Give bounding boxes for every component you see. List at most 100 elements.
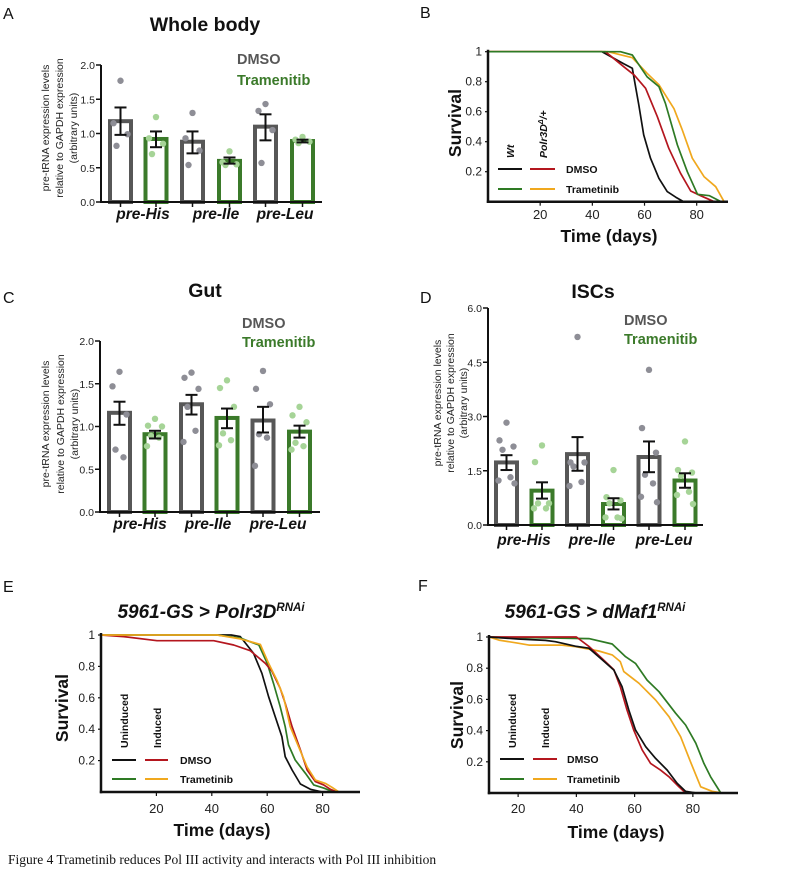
data-point-dmso-pre-his	[510, 443, 517, 450]
data-point-tramenitib-pre-ile	[602, 514, 609, 521]
data-point-dmso-pre-his	[511, 480, 518, 487]
y-tick-label: 0.0	[79, 507, 94, 519]
x-tick-label: 40	[205, 801, 219, 816]
y-axis-title-line: (arbitrary units)	[458, 368, 470, 439]
panel-letter: D	[420, 290, 432, 307]
panel-c: C Gut pre-tRNA expression levels relative t…	[3, 280, 320, 533]
data-point-dmso-pre-ile	[192, 427, 199, 434]
data-point-tramenitib-pre-leu	[289, 412, 296, 419]
chart-title-main: 5961-GS > dMaf1	[505, 602, 658, 623]
data-point-dmso-pre-leu	[255, 107, 262, 115]
legend-row-label-dmso: DMSO	[566, 164, 598, 176]
data-point-tramenitib-pre-ile	[216, 384, 224, 392]
data-point-dmso-pre-leu	[637, 493, 645, 500]
legend-column-suffix: /+	[538, 110, 550, 120]
survival-curve-wt-dmso	[488, 50, 685, 203]
data-point-dmso-pre-ile	[578, 478, 585, 486]
data-point-dmso-pre-leu	[251, 462, 259, 470]
chart-title-superscript: RNAi	[657, 602, 686, 614]
data-point-tramenitib-pre-leu	[673, 491, 681, 499]
bar-dmso-pre-his	[494, 460, 519, 528]
y-tick-label: 2.0	[79, 336, 94, 348]
category-label-pre-ile: pre-Ile	[192, 206, 240, 223]
survival-curve-uninduced-dmso	[488, 636, 697, 794]
panel-d: D ISCs pre-tRNA expression levels relative …	[420, 281, 703, 549]
data-point-tramenitib-pre-his	[538, 442, 546, 449]
legend-tramenitib: Tramenitib	[624, 332, 697, 348]
y-tick-label: 1	[476, 630, 483, 644]
y-tick-label: 0.4	[78, 722, 95, 736]
y-tick-label: 2.0	[80, 60, 95, 72]
data-point-tramenitib-pre-his	[530, 505, 538, 512]
data-point-tramenitib-pre-leu	[303, 419, 310, 426]
data-point-dmso-pre-leu	[259, 367, 267, 375]
x-tick-label: 60	[627, 801, 641, 816]
data-point-tramenitib-pre-leu	[299, 133, 306, 141]
y-axis-title-line: (arbitrary units)	[68, 93, 80, 164]
y-axis-title-line: pre-tRNA expression levels	[40, 65, 52, 192]
data-point-tramenitib-pre-ile	[606, 500, 613, 507]
legend-column-superscript: Δ	[538, 119, 545, 125]
legend-column-text: Polr3D	[538, 124, 550, 158]
y-tick-label: 1.5	[80, 94, 95, 106]
data-point-dmso-pre-ile	[188, 369, 195, 376]
data-point-dmso-pre-leu	[653, 499, 661, 506]
data-point-dmso-pre-leu	[258, 159, 265, 167]
y-tick-label: 0.5	[79, 464, 94, 476]
legend-column-label: Induced	[540, 708, 552, 748]
x-tick-label: 40	[585, 207, 599, 222]
data-point-tramenitib-pre-ile	[219, 430, 227, 437]
data-point-tramenitib-pre-his	[144, 422, 152, 429]
y-tick-label: 1	[475, 45, 482, 59]
data-point-dmso-pre-his	[123, 411, 130, 418]
legend-dmso: DMSO	[624, 313, 668, 329]
legend-dmso: DMSO	[237, 52, 281, 68]
bar-tramenitib-pre-ile	[214, 415, 240, 515]
survival-curve-induced-trametinib	[101, 634, 356, 793]
bar-tramenitib-pre-leu	[290, 139, 315, 205]
legend-column-text: Uninduced	[119, 694, 131, 748]
y-tick-label: 1.5	[467, 466, 482, 478]
chart-title: 5961-GS > dMaf1RNAi	[505, 602, 687, 623]
x-tick-label: 80	[689, 207, 703, 222]
data-point-dmso-pre-ile	[570, 463, 577, 470]
survival-curve-induced-dmso	[489, 636, 687, 794]
chart-title: ISCs	[571, 281, 615, 303]
data-point-dmso-pre-his	[117, 77, 124, 84]
category-label-pre-leu: pre-Leu	[635, 532, 693, 549]
y-tick-label: 0.8	[466, 661, 483, 675]
y-tick-label: 6.0	[467, 303, 482, 315]
y-tick-label: 3.0	[467, 412, 482, 424]
figure-caption: Figure 4 Trametinib reduces Pol III acti…	[8, 852, 437, 867]
data-point-tramenitib-pre-ile	[227, 436, 235, 444]
y-tick-label: 0.2	[78, 754, 95, 768]
chart-title: 5961-GS > Polr3DRNAi	[117, 602, 305, 623]
legend-column-label: Induced	[152, 708, 164, 748]
legend-column-label: Wt	[505, 144, 517, 158]
data-point-tramenitib-pre-his	[143, 442, 151, 450]
panel-b: B 0.2 0.4 0.6 0.8 1 20 40 60 80 Survival Time (days…	[420, 5, 728, 246]
data-point-tramenitib-pre-leu	[300, 442, 307, 450]
data-point-dmso-pre-his	[496, 437, 503, 444]
data-point-dmso-pre-his	[116, 368, 123, 375]
y-axis-title: Survival	[52, 674, 72, 742]
category-label-pre-his: pre-His	[115, 206, 170, 223]
legend-row-label-trametinib: Trametinib	[567, 774, 620, 786]
data-point-tramenitib-pre-ile	[223, 377, 231, 384]
bar-tramenitib-pre-leu	[287, 429, 312, 515]
y-axis-title: Survival	[445, 89, 465, 157]
legend-column-text: Induced	[152, 708, 164, 748]
x-tick-label: 20	[149, 801, 163, 816]
data-point-tramenitib-pre-his	[148, 150, 156, 158]
bar-tramenitib-pre-his	[143, 136, 169, 204]
x-tick-label: 80	[315, 801, 329, 816]
data-point-dmso-pre-his	[499, 446, 506, 453]
data-point-dmso-pre-ile	[581, 459, 588, 466]
data-point-tramenitib-pre-leu	[674, 466, 682, 474]
data-point-dmso-pre-his	[110, 120, 117, 127]
y-axis-title: Survival	[447, 681, 467, 749]
data-point-tramenitib-pre-his	[531, 458, 539, 466]
data-point-tramenitib-pre-ile	[610, 466, 617, 474]
chart-title: Whole body	[150, 14, 261, 36]
legend-tramenitib: Tramenitib	[237, 73, 310, 89]
